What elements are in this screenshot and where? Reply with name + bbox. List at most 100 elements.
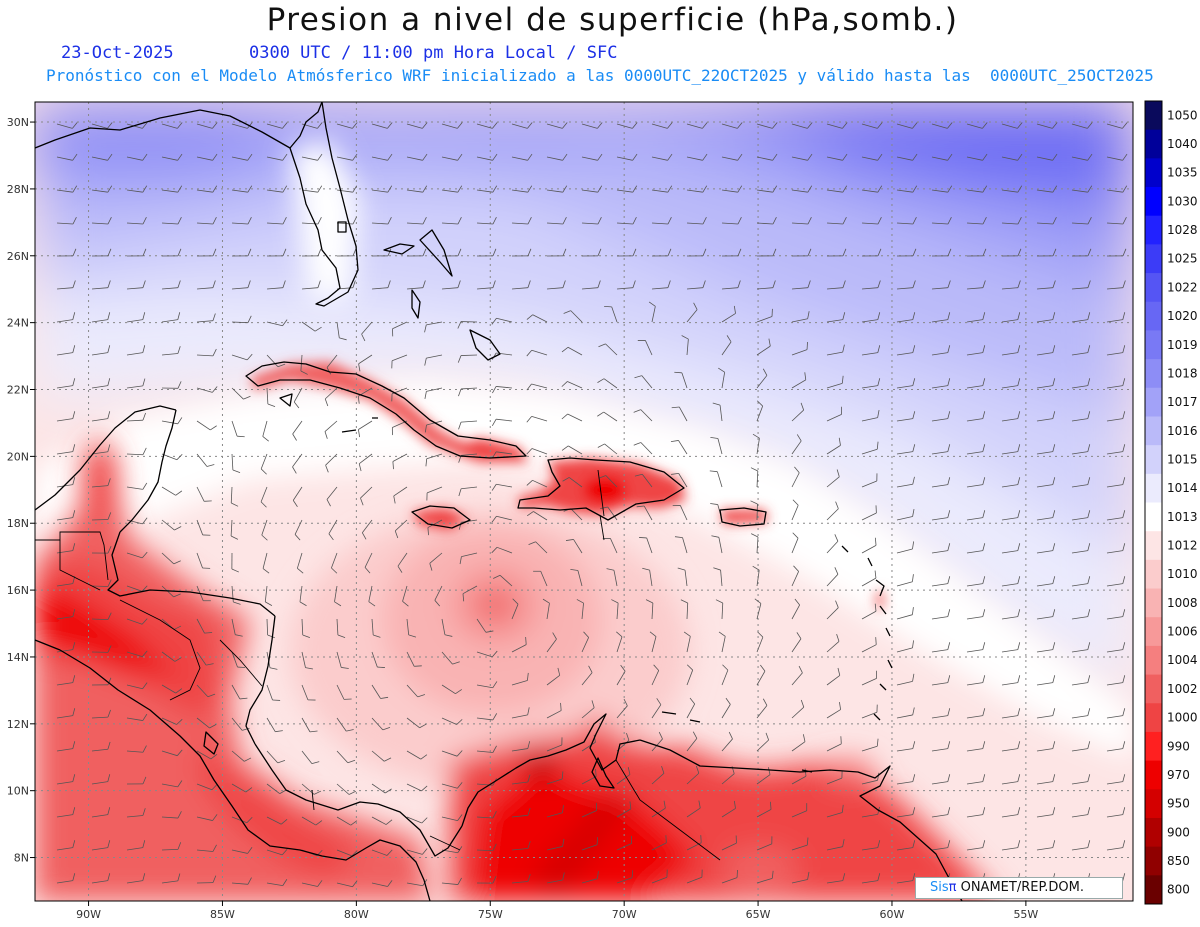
wind-barb-flag bbox=[709, 470, 718, 473]
wind-barb bbox=[861, 577, 877, 587]
wind-barb-flag bbox=[912, 444, 916, 452]
wind-barb bbox=[261, 519, 268, 536]
wind-barb bbox=[756, 537, 759, 554]
wind-barb bbox=[231, 189, 248, 193]
wind-barb-flag bbox=[912, 873, 916, 881]
wind-barb bbox=[546, 675, 560, 686]
wind-barb-flag bbox=[947, 477, 951, 485]
wind-barb bbox=[966, 781, 983, 785]
wind-barb-flag bbox=[242, 727, 250, 731]
wind-barb bbox=[1001, 189, 1018, 193]
wind-barb bbox=[756, 774, 771, 785]
wind-barb-flag bbox=[425, 458, 428, 467]
wind-barb bbox=[535, 541, 548, 554]
wind-barb-flag bbox=[632, 185, 638, 193]
wind-barb bbox=[336, 816, 351, 826]
wind-barb-flag bbox=[352, 880, 358, 888]
wind-barb-flag bbox=[982, 576, 986, 584]
wind-barb bbox=[616, 603, 619, 620]
wind-barb-flag bbox=[385, 788, 392, 794]
wind-barb bbox=[1036, 319, 1053, 323]
wind-barb-flag bbox=[527, 122, 533, 129]
wind-barb-flag bbox=[877, 185, 883, 193]
wind-barb bbox=[791, 123, 808, 129]
wind-barb bbox=[721, 156, 738, 161]
wind-barb bbox=[531, 416, 548, 422]
wind-barb-flag bbox=[527, 248, 532, 257]
wind-barb-flag bbox=[912, 378, 916, 386]
wind-barb-flag bbox=[947, 153, 953, 161]
wind-barb-flag bbox=[634, 375, 642, 379]
wind-barb bbox=[264, 585, 268, 602]
wind-barb bbox=[266, 849, 283, 856]
wind-barb-flag bbox=[677, 567, 686, 571]
wind-barb bbox=[861, 352, 878, 356]
wind-barb-flag bbox=[807, 217, 812, 225]
wind-barb-flag bbox=[72, 708, 76, 716]
wind-barb-flag bbox=[527, 841, 531, 849]
wind-barb-flag bbox=[842, 122, 848, 129]
wind-barb-flag bbox=[212, 185, 218, 193]
nicaragua-coast bbox=[245, 615, 276, 745]
wind-barb-flag bbox=[142, 873, 146, 881]
wind-barb-flag bbox=[107, 345, 111, 353]
wind-barb-flag bbox=[912, 707, 915, 716]
wind-barb-flag bbox=[1087, 543, 1091, 551]
wind-barb-flag bbox=[835, 600, 839, 608]
wind-barb bbox=[371, 189, 388, 193]
wind-barb-flag bbox=[235, 634, 243, 637]
lon-tick-label: 85W bbox=[210, 908, 235, 921]
wind-barb-flag bbox=[1017, 807, 1021, 815]
lat-tick-label: 18N bbox=[7, 517, 29, 530]
colorbar-swatch bbox=[1145, 703, 1162, 733]
wind-barb-flag bbox=[597, 378, 605, 383]
wind-barb bbox=[461, 387, 478, 390]
wind-barb-flag bbox=[72, 510, 76, 518]
wind-barb bbox=[931, 123, 948, 129]
colorbar-swatch bbox=[1145, 187, 1162, 217]
wind-barb-flag bbox=[1017, 248, 1022, 257]
wind-barb-flag bbox=[834, 567, 839, 575]
wind-barb bbox=[896, 714, 913, 719]
grid-lines bbox=[35, 102, 1133, 901]
wind-barb bbox=[826, 476, 840, 488]
wind-barb-flag bbox=[733, 305, 736, 314]
wind-barb bbox=[56, 748, 73, 752]
grand-bahama bbox=[383, 243, 415, 255]
wind-barb-flag bbox=[325, 465, 329, 473]
wind-barb bbox=[56, 319, 73, 323]
colorbar-swatch bbox=[1145, 158, 1162, 188]
wind-barb bbox=[56, 451, 73, 455]
wind-barb-flag bbox=[671, 472, 679, 475]
wind-barb-flag bbox=[462, 593, 465, 602]
wind-barb-flag bbox=[142, 345, 146, 353]
wind-barb bbox=[1071, 649, 1088, 653]
wind-barb-flag bbox=[386, 849, 393, 856]
wind-barb bbox=[1071, 781, 1088, 785]
wind-barb-flag bbox=[526, 350, 533, 357]
wind-barb-flag bbox=[352, 122, 358, 129]
wind-barb bbox=[91, 618, 109, 621]
wind-barb-flag bbox=[912, 345, 916, 353]
wind-barb-flag bbox=[982, 642, 986, 650]
wind-barb-flag bbox=[1087, 153, 1093, 161]
wind-barb-flag bbox=[1017, 411, 1021, 419]
wind-barb-flag bbox=[247, 248, 252, 257]
wind-barb bbox=[91, 519, 109, 521]
wind-barb bbox=[1106, 156, 1123, 161]
wind-barb bbox=[896, 451, 913, 455]
colorbar-swatch bbox=[1145, 846, 1162, 876]
wind-barb bbox=[861, 189, 878, 193]
wind-barb-flag bbox=[698, 800, 701, 809]
wind-barb-flag bbox=[636, 505, 645, 508]
wind-barb bbox=[826, 413, 842, 422]
wind-barb bbox=[266, 783, 281, 794]
wind-barb-flag bbox=[368, 601, 376, 607]
wind-barb-flag bbox=[702, 217, 707, 225]
wind-barb bbox=[1071, 517, 1088, 521]
wind-barb-flag bbox=[417, 694, 426, 698]
wind-barb bbox=[896, 222, 913, 225]
wind-barb bbox=[966, 682, 983, 686]
wind-barb bbox=[231, 651, 238, 668]
wind-barb-flag bbox=[337, 634, 346, 638]
